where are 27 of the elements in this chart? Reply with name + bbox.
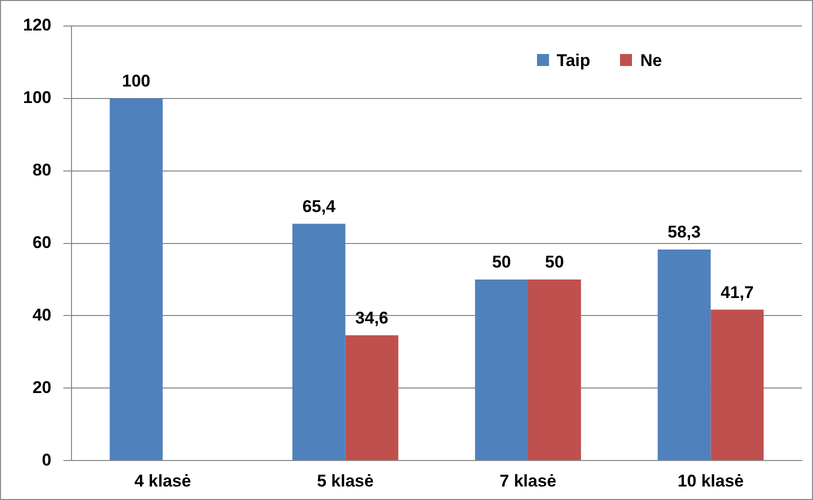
- x-tick-label: 4 klasė: [134, 471, 192, 490]
- y-tick-label: 20: [32, 378, 52, 397]
- data-label: 41,7: [720, 282, 754, 302]
- bar: [658, 249, 711, 460]
- data-label: 58,3: [668, 222, 701, 242]
- y-tick-label: 120: [22, 16, 52, 35]
- y-tick-label: 60: [32, 232, 52, 252]
- bar: [110, 98, 163, 460]
- x-tick-label: 5 klasė: [316, 471, 374, 490]
- legend-label: Ne: [640, 51, 662, 70]
- bar: [528, 280, 581, 460]
- data-label: 65,4: [302, 196, 336, 216]
- y-tick-label: 80: [32, 160, 52, 180]
- y-tick-label: 0: [42, 450, 52, 470]
- data-label: 50: [492, 252, 511, 272]
- legend-label: Taip: [556, 51, 590, 70]
- data-label: 50: [545, 252, 564, 272]
- y-tick-label: 100: [22, 88, 52, 108]
- data-label: 100: [122, 72, 150, 91]
- data-label: 34,6: [355, 308, 388, 328]
- bar: [345, 335, 398, 460]
- x-tick-label: 10 klasė: [678, 471, 744, 490]
- x-tick-label: 7 klasė: [500, 471, 556, 490]
- y-tick-label: 40: [32, 305, 52, 324]
- bar: [475, 280, 528, 460]
- bar: [710, 310, 764, 460]
- bar: [292, 224, 346, 460]
